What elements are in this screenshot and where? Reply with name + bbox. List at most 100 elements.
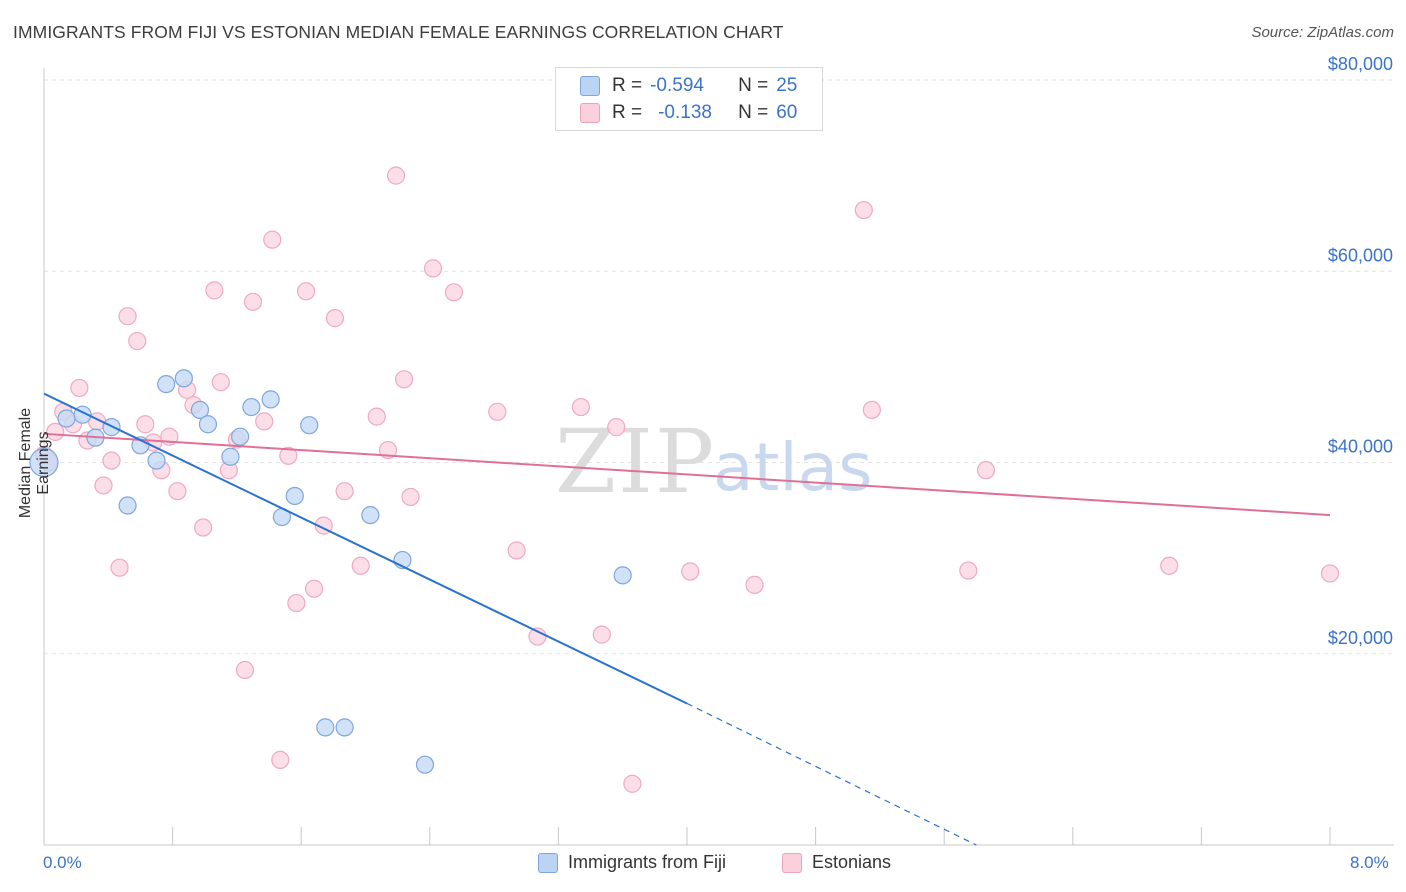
estonians-point [607, 418, 626, 437]
legend-row-fiji: R = -0.594 N = 25 [580, 74, 797, 98]
estonians-point [325, 309, 345, 328]
legend-item-estonians: Estonians [782, 852, 891, 873]
estonians-point [854, 200, 873, 220]
estonians-point [423, 259, 443, 278]
estonians-point [394, 370, 414, 389]
estonians-point [1320, 564, 1340, 583]
fiji-point [261, 390, 280, 409]
legend-n-value: 25 [776, 75, 798, 96]
estonians-swatch [580, 103, 600, 123]
fiji-point [147, 451, 166, 470]
legend-r-label: R = [612, 102, 643, 123]
chart-title: IMMIGRANTS FROM FIJI VS ESTONIAN MEDIAN … [13, 22, 784, 42]
estonians-point [102, 451, 121, 470]
estonians-point [304, 579, 324, 598]
estonians-point [681, 562, 700, 581]
estonians-point [623, 774, 642, 793]
estonians-point [110, 558, 129, 577]
estonians-point [745, 575, 764, 595]
estonians-point [235, 660, 255, 680]
estonians-point [507, 541, 526, 560]
fiji-point [300, 416, 319, 435]
axes [43, 68, 1394, 846]
source-credit: Source: ZipAtlas.com [1251, 24, 1394, 41]
legend-item-fiji: Immigrants from Fiji [538, 852, 726, 873]
estonians-point [287, 593, 306, 613]
watermark-atlas: atlas [713, 429, 873, 506]
fiji-point [57, 409, 76, 428]
estonians-point [243, 292, 263, 311]
estonians-point [168, 482, 187, 501]
estonians-point [488, 402, 507, 421]
estonians-point [367, 407, 386, 426]
fiji-point [118, 496, 137, 515]
fiji-point [415, 755, 435, 774]
x-axis-max-label: 8.0% [1350, 853, 1389, 872]
fiji-point [157, 374, 176, 394]
legend-r-label: R = [612, 75, 643, 96]
fiji-point [242, 397, 261, 417]
fiji-point [198, 415, 218, 434]
legend-r-value: -0.594 [650, 75, 704, 96]
series-legend: Immigrants from Fiji Estonians [0, 852, 1406, 876]
estonians-point [46, 422, 65, 441]
fiji-trend-line [43, 392, 688, 705]
y-tick-labels: $20,000 $40,000 $60,000 $80,000 [1328, 54, 1393, 648]
estonians-point [194, 518, 213, 537]
estonians-point [571, 397, 591, 417]
legend-n-value: 60 [776, 102, 798, 123]
watermark: ZIP atlas [555, 410, 873, 513]
legend-r-value: -0.138 [658, 102, 712, 123]
estonians-swatch [782, 852, 802, 873]
legend-item-estonians-label: Estonians [812, 852, 892, 872]
watermark-zip: ZIP [555, 410, 716, 513]
fiji-point [285, 486, 304, 506]
estonians-point [136, 415, 155, 434]
fiji-point [316, 718, 335, 737]
estonians-point [351, 556, 370, 575]
legend-n-label: N = [738, 75, 769, 96]
estonians-point [211, 373, 230, 392]
fiji-swatch [538, 852, 558, 873]
fiji-point [29, 447, 59, 478]
estonians-point [279, 446, 298, 465]
y-tick-label: $60,000 [1328, 245, 1393, 265]
fiji-point [335, 718, 354, 737]
estonians-trend-line [43, 432, 1331, 517]
fiji-point [221, 447, 240, 466]
estonians-point [335, 482, 354, 501]
estonians-point [976, 461, 996, 480]
estonians-point [118, 307, 137, 326]
estonians-point [255, 412, 274, 431]
legend-n-label: N = [738, 102, 769, 123]
estonians-point [401, 487, 420, 507]
fiji-trend-extension [686, 702, 977, 846]
legend-row-estonians: R = -0.138 N = 60 [580, 101, 797, 125]
estonians-point [444, 283, 464, 302]
fiji-point [613, 566, 632, 585]
grid-lines [44, 79, 1394, 655]
estonians-point [862, 400, 881, 420]
fiji-point [231, 427, 250, 446]
y-axis-label: Median Female Earnings [17, 407, 52, 519]
fiji-point [174, 369, 193, 388]
y-tick-label: $20,000 [1328, 628, 1393, 648]
trend-lines [43, 392, 1331, 846]
fiji-point [190, 400, 210, 420]
estonians-point [592, 625, 611, 644]
estonians-point [205, 281, 224, 300]
fiji-points [29, 369, 632, 774]
estonians-point [959, 561, 978, 580]
estonians-point [1160, 556, 1179, 575]
estonians-point [386, 166, 406, 185]
fiji-swatch [580, 76, 600, 96]
correlation-legend: R = -0.594 N = 25 R = -0.138 N = 60 [555, 67, 823, 131]
estonians-point [70, 378, 89, 398]
estonians-point [263, 230, 282, 249]
estonians-point [271, 750, 290, 769]
y-tick-label: $80,000 [1328, 54, 1393, 74]
x-axis-min-label: 0.0% [43, 853, 82, 872]
estonians-point [296, 282, 316, 301]
estonians-point [128, 331, 147, 351]
